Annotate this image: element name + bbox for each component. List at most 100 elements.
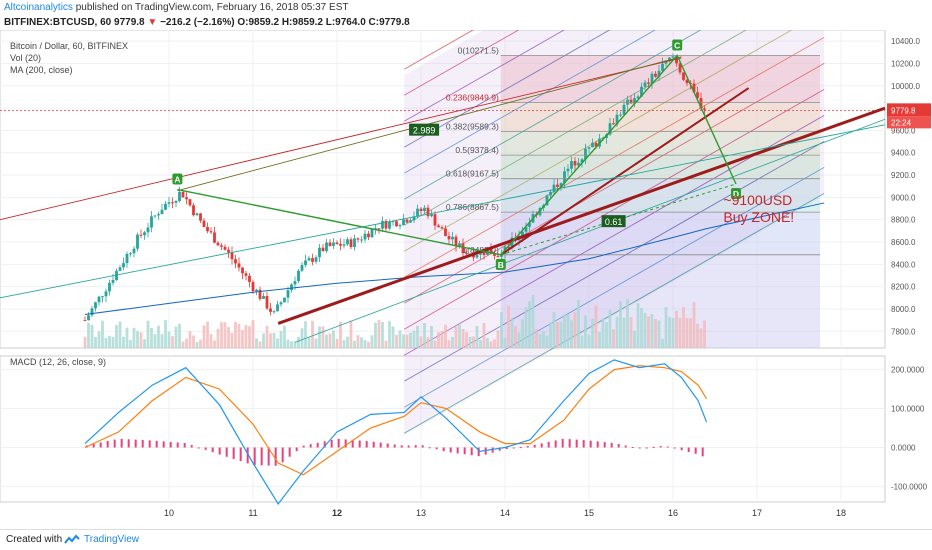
- candle-body: [192, 205, 195, 216]
- candle-body: [90, 308, 94, 316]
- candle-body: [181, 191, 185, 198]
- macd-histogram-bar: [638, 447, 641, 449]
- volume-bar: [293, 341, 297, 348]
- volume-bar: [332, 330, 335, 348]
- macd-histogram-bar: [414, 445, 417, 448]
- volume-bar: [657, 320, 661, 348]
- candle-body: [524, 226, 528, 232]
- volume-bar: [216, 328, 220, 348]
- candle-body: [412, 216, 416, 221]
- tradingview-brand[interactable]: TradingView: [84, 534, 140, 545]
- volume-bar: [629, 317, 633, 348]
- footer: Created with TradingView: [0, 529, 932, 550]
- volume-bar: [136, 331, 139, 348]
- volume-bar: [234, 321, 237, 348]
- candle-body: [685, 79, 689, 84]
- volume-bar: [675, 310, 678, 348]
- candle-body: [342, 244, 346, 246]
- fan-line: [403, 36, 825, 278]
- candle-body: [332, 242, 335, 246]
- candle-body: [202, 220, 206, 228]
- candle-body: [307, 258, 311, 261]
- candle-body: [349, 239, 353, 248]
- candle-body: [402, 219, 405, 226]
- price-tick-label: 10200.0: [891, 59, 920, 68]
- volume-bar: [468, 336, 472, 348]
- candle-body: [363, 233, 367, 240]
- volume-bar: [451, 336, 454, 348]
- candle-body: [251, 281, 255, 292]
- macd-histogram-bar: [463, 447, 466, 455]
- macd-histogram-bar: [337, 438, 340, 448]
- volume-bar: [514, 325, 517, 348]
- candle-body: [528, 222, 531, 227]
- volume-bar: [349, 320, 353, 348]
- volume-bar: [374, 322, 377, 348]
- macd-tick-label: 0.0000: [891, 443, 916, 452]
- volume-bar: [283, 325, 286, 348]
- fib-zone: [500, 102, 820, 132]
- candle-body: [160, 209, 164, 215]
- macd-histogram-bar: [603, 442, 606, 448]
- macd-histogram-bar: [113, 439, 116, 448]
- fib-label: 0.382(9589.3): [446, 122, 499, 132]
- volume-bar: [118, 321, 122, 348]
- chart-area[interactable]: 0(10271.5) 0.236(9849.9) 0.382(9589.3) 0.5(…: [0, 0, 932, 530]
- candle-body: [465, 253, 468, 255]
- volume-bar: [692, 302, 696, 348]
- volume-bar: [199, 339, 202, 348]
- macd-histogram-bar: [225, 447, 228, 457]
- pattern-point-label: A: [174, 175, 180, 185]
- volume-bar: [258, 341, 262, 348]
- candle-body: [692, 83, 696, 93]
- candle-body: [353, 238, 356, 248]
- macd-histogram-bar: [379, 442, 382, 448]
- annotation-line-1: ~9100USD: [723, 192, 792, 208]
- candle-body: [454, 236, 458, 247]
- candle-body: [682, 72, 685, 80]
- volume-bar: [542, 331, 545, 348]
- volume-bar: [535, 329, 538, 348]
- candle-body: [451, 236, 454, 240]
- candle-body: [633, 98, 636, 104]
- channel-line: [0, 124, 886, 299]
- candle-body: [150, 216, 153, 228]
- volume-bar: [297, 336, 300, 348]
- main-trendline: [277, 106, 886, 325]
- legend-macd: MACD (12, 26, close, 9): [10, 357, 107, 367]
- volume-bar: [647, 316, 650, 348]
- volume-bar: [346, 336, 349, 348]
- candle-body: [314, 257, 318, 262]
- candle-body: [311, 258, 314, 262]
- candle-body: [388, 221, 391, 229]
- macd-histogram-bar: [190, 445, 193, 448]
- candle-body: [426, 207, 430, 217]
- candle-body: [493, 253, 496, 256]
- chart-svg[interactable]: 0(10271.5) 0.236(9849.9) 0.382(9589.3) 0.5(…: [0, 0, 932, 530]
- volume-bar: [363, 339, 367, 348]
- candle-body: [416, 208, 419, 217]
- candle-body: [482, 250, 486, 256]
- macd-histogram-bar: [421, 445, 424, 448]
- candle-body: [559, 183, 563, 187]
- author-link[interactable]: Altcoinanalytics: [4, 2, 73, 13]
- candle-body: [444, 228, 447, 237]
- macd-histogram-bar: [169, 441, 172, 448]
- volume-bar: [342, 340, 346, 348]
- volume-bar: [223, 322, 227, 348]
- legend-ma: MA (200, close): [10, 65, 73, 75]
- macd-histogram-bar: [274, 447, 277, 466]
- signal-line: [84, 365, 708, 476]
- volume-bar: [528, 301, 531, 348]
- candle-body: [615, 114, 619, 125]
- volume-bar: [423, 322, 426, 348]
- ratio-label: 2.989: [413, 126, 436, 136]
- candle-body: [276, 304, 279, 312]
- candle-body: [566, 168, 570, 172]
- fan-line: [403, 62, 825, 304]
- macd-histogram-bar: [302, 445, 305, 448]
- volume-bar: [563, 314, 566, 348]
- candle-body: [699, 97, 703, 109]
- macd-histogram-bar: [659, 446, 662, 448]
- macd-histogram-bar: [400, 445, 403, 448]
